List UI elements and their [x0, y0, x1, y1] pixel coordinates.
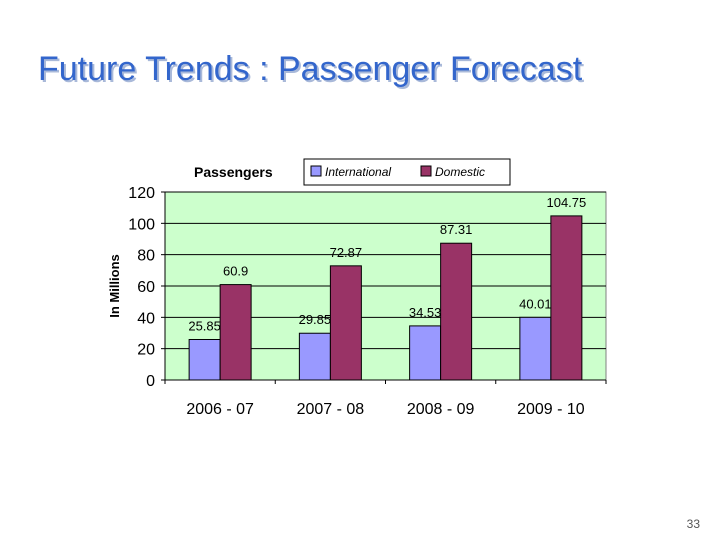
data-label-domestic: 87.31: [440, 222, 473, 237]
bar-domestic: [440, 242, 473, 381]
y-tick-label: 80: [137, 248, 155, 265]
bar-domestic: [219, 284, 252, 381]
page-number: 33: [686, 517, 700, 531]
legend-label-international: International: [325, 165, 391, 179]
data-label-international: 40.01: [519, 296, 552, 311]
data-label-domestic: 72.87: [330, 245, 363, 260]
slide-title: Future Trends : Passenger Forecast: [38, 50, 583, 88]
x-tick-label: 2009 - 10: [517, 401, 585, 418]
data-label-domestic: 104.75: [546, 195, 586, 210]
bar-domestic: [550, 215, 583, 381]
bar-international: [519, 316, 552, 381]
x-tick-label: 2008 - 09: [407, 401, 475, 418]
data-label-domestic: 60.9: [223, 264, 248, 279]
bar-international: [188, 339, 221, 381]
y-tick-label: 60: [137, 279, 155, 296]
bar-domestic: [329, 265, 362, 381]
bar-international: [409, 325, 442, 381]
legend-label-domestic: Domestic: [435, 165, 485, 179]
y-axis-label: In Millions: [107, 254, 122, 318]
legend-swatch-domestic: [420, 165, 432, 177]
y-tick-label: 0: [146, 373, 155, 390]
x-tick-label: 2006 - 07: [186, 401, 254, 418]
data-label-international: 29.85: [299, 312, 332, 327]
chart-title: Passengers: [194, 164, 273, 180]
chart-legend: International Domestic: [303, 158, 511, 186]
x-tick-label: 2007 - 08: [297, 401, 365, 418]
y-tick-label: 20: [137, 342, 155, 359]
legend-swatch-international: [310, 165, 322, 177]
y-tick-label: 100: [128, 216, 155, 233]
data-label-international: 25.85: [188, 319, 221, 334]
y-tick-label: 40: [137, 310, 155, 327]
bar-international: [298, 332, 331, 381]
data-label-international: 34.53: [409, 305, 442, 320]
y-tick-label: 120: [128, 185, 155, 202]
